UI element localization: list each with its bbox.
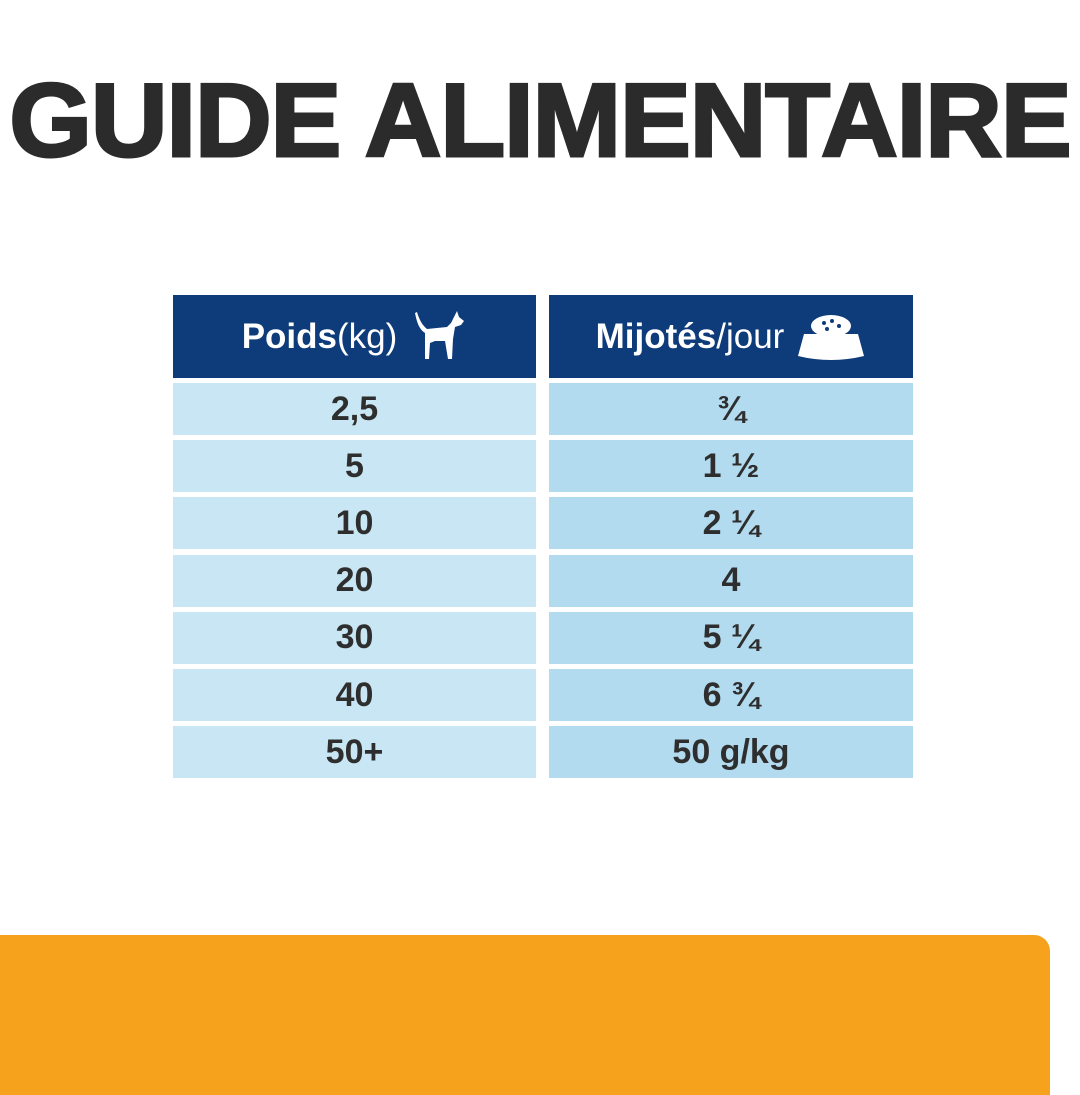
portion-cell: 4: [549, 554, 913, 607]
food-bowl-icon: [796, 312, 866, 362]
header-portion-bold: Mijotés: [595, 316, 717, 356]
weight-cell: 40: [173, 669, 536, 721]
portion-cell: ¾: [549, 383, 913, 435]
portion-cell: 1 ½: [549, 440, 913, 493]
weight-cell: 10: [173, 497, 536, 550]
portion-cell: 6 ¾: [549, 669, 913, 721]
weight-cell: 30: [173, 611, 536, 664]
page-title: GUIDE ALIMENTAIRE: [8, 62, 1073, 181]
weight-cell: 5: [173, 440, 536, 493]
dog-icon: [411, 309, 467, 365]
portion-cell: 5 ¼: [549, 611, 913, 664]
header-portion: Mijotés/jour: [549, 295, 913, 378]
header-weight: Poids (kg): [173, 295, 536, 378]
weight-cell: 50+: [173, 726, 536, 779]
portion-cell: 2 ¼: [549, 497, 913, 550]
header-weight-unit: (kg): [337, 316, 398, 356]
weight-cell: 20: [173, 554, 536, 607]
header-portion-unit: /jour: [716, 316, 785, 356]
header-weight-bold: Poids: [241, 316, 337, 356]
weight-cell: 2,5: [173, 383, 536, 435]
orange-banner: [0, 935, 1050, 1095]
portion-cell: 50 g/kg: [549, 726, 913, 779]
